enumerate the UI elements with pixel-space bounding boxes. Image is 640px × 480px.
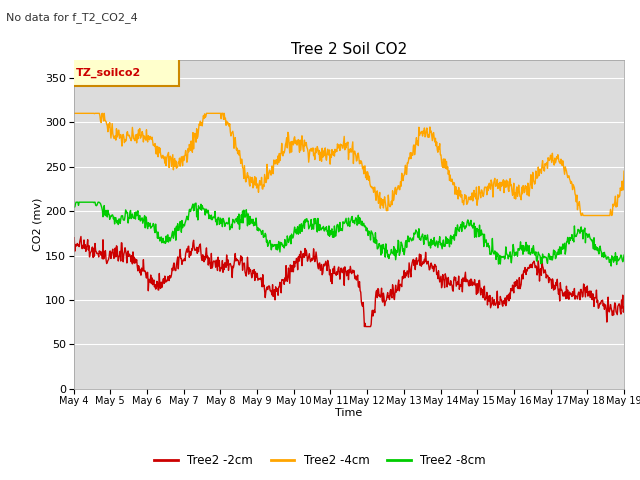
FancyBboxPatch shape bbox=[68, 59, 179, 86]
Text: No data for f_T2_CO2_4: No data for f_T2_CO2_4 bbox=[6, 12, 138, 23]
Y-axis label: CO2 (mv): CO2 (mv) bbox=[32, 198, 42, 251]
Title: Tree 2 Soil CO2: Tree 2 Soil CO2 bbox=[291, 42, 407, 58]
X-axis label: Time: Time bbox=[335, 408, 362, 418]
Legend: Tree2 -2cm, Tree2 -4cm, Tree2 -8cm: Tree2 -2cm, Tree2 -4cm, Tree2 -8cm bbox=[149, 449, 491, 472]
Text: TZ_soilco2: TZ_soilco2 bbox=[76, 67, 141, 78]
